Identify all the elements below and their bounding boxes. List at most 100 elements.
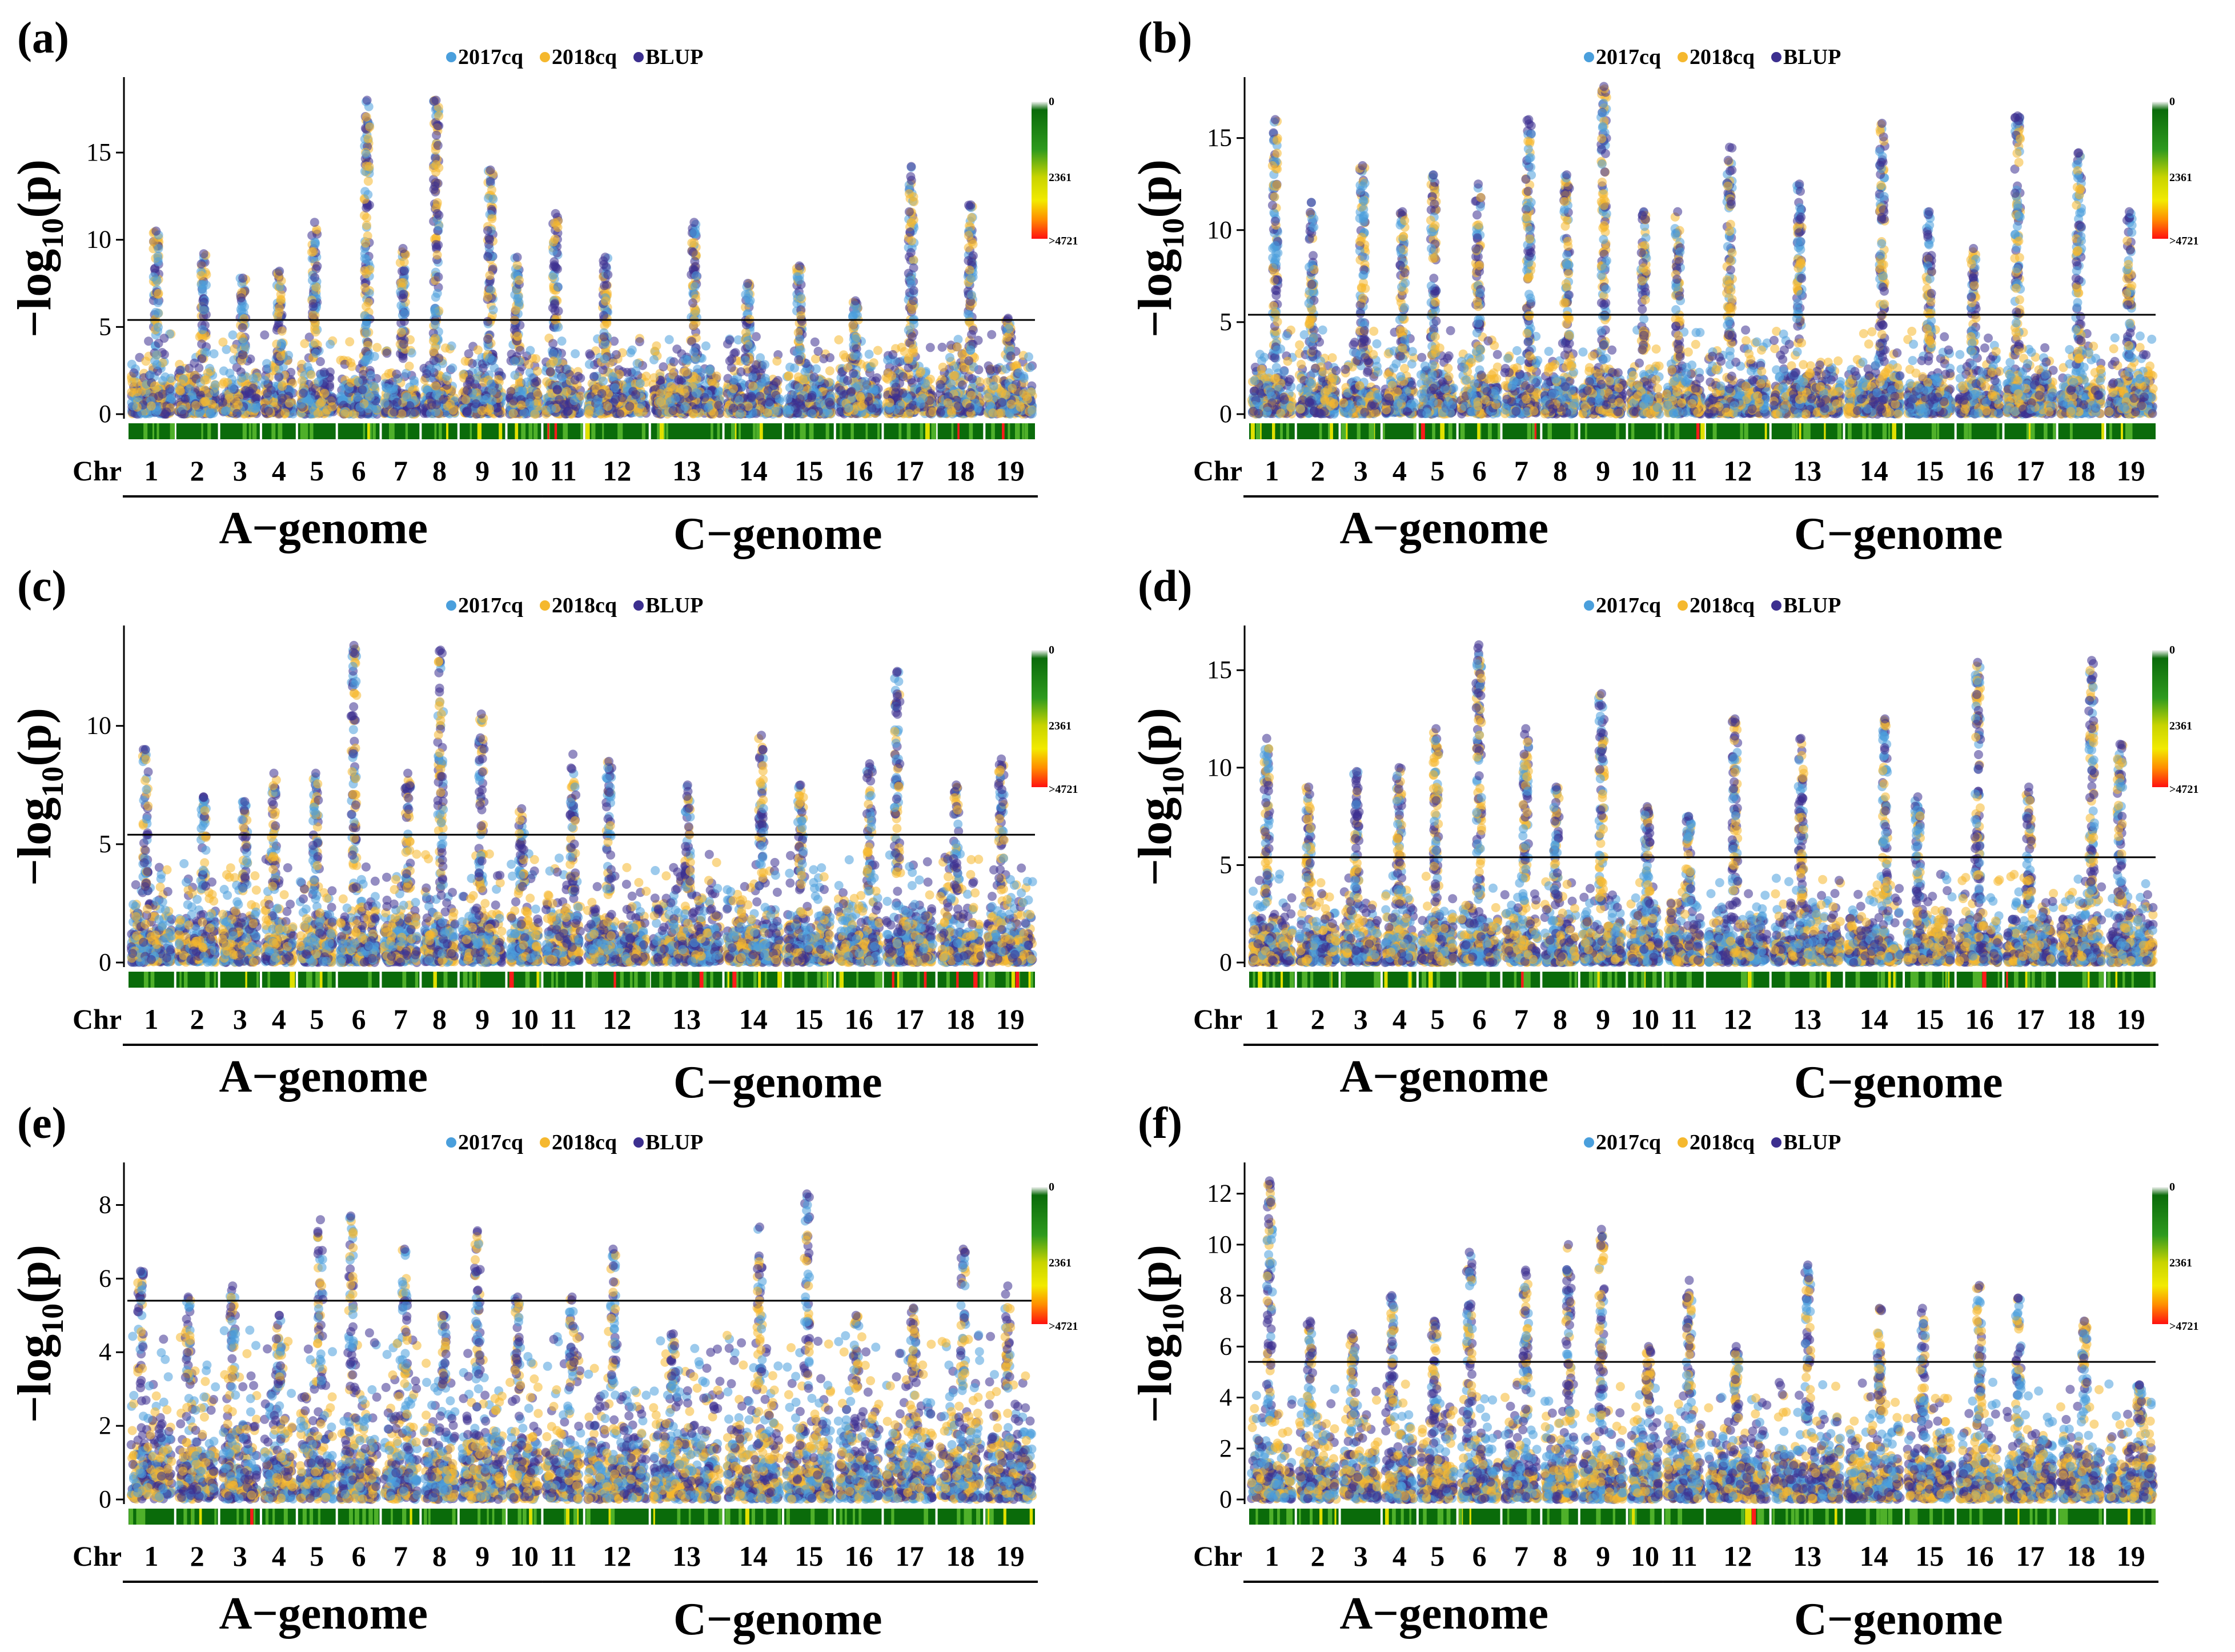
snp-point <box>551 262 560 271</box>
snp-point <box>477 406 487 415</box>
snp-point <box>362 220 371 230</box>
snp-point <box>326 339 335 349</box>
snp-point <box>599 311 608 320</box>
legend-marker <box>446 52 456 62</box>
snp-point <box>228 330 238 340</box>
snp-point <box>345 337 355 347</box>
snp-point <box>280 408 290 418</box>
peak-point <box>238 273 248 283</box>
snp-point <box>153 298 163 307</box>
peak-point <box>199 249 208 259</box>
snp-point <box>825 366 834 376</box>
peak-point <box>743 279 753 288</box>
snp-point <box>396 278 406 288</box>
snp-point <box>162 407 171 417</box>
peak-point <box>485 165 495 175</box>
snp-point <box>448 363 458 373</box>
snp-point <box>795 394 805 404</box>
snp-point <box>608 372 617 382</box>
snp-point <box>277 326 287 336</box>
snp-point <box>795 275 804 285</box>
peak-point <box>398 244 408 253</box>
snp-point <box>636 399 646 409</box>
snp-point <box>462 407 472 417</box>
snp-point <box>689 238 699 247</box>
snp-point <box>512 260 522 270</box>
snp-point <box>426 408 436 418</box>
snp-point <box>525 346 535 355</box>
snp-point <box>392 369 402 379</box>
snp-point <box>727 354 737 364</box>
snp-point <box>824 398 834 407</box>
snp-point <box>196 271 206 280</box>
snp-point <box>434 163 444 173</box>
snp-point <box>431 240 441 250</box>
snp-point <box>652 408 662 418</box>
snp-point <box>487 214 497 224</box>
snp-point <box>809 372 819 382</box>
snp-point <box>478 363 488 373</box>
snp-point <box>679 384 689 394</box>
snp-point <box>674 375 684 384</box>
snp-point <box>488 305 498 315</box>
snp-point <box>363 190 373 199</box>
snp-point <box>154 339 163 348</box>
snp-point <box>796 311 806 320</box>
snp-point <box>398 293 408 303</box>
snp-point <box>218 398 227 407</box>
snp-point <box>141 356 151 366</box>
snp-point <box>296 399 306 409</box>
snp-point <box>232 408 242 418</box>
panel-label: (a) <box>17 13 69 62</box>
snp-point <box>545 367 555 376</box>
snp-point <box>276 351 286 361</box>
snp-point <box>530 410 540 419</box>
snp-point <box>552 384 562 394</box>
snp-point <box>680 402 690 411</box>
snp-point <box>354 377 363 387</box>
snp-point <box>431 381 440 391</box>
snp-point <box>260 330 270 340</box>
snp-point <box>557 336 567 346</box>
snp-point <box>819 354 829 363</box>
legend-label: 2018cq <box>552 45 617 69</box>
peak-point <box>551 208 560 218</box>
snp-point <box>559 399 568 409</box>
snp-point <box>399 339 408 349</box>
snp-point <box>154 391 163 401</box>
snp-point <box>432 390 442 400</box>
snp-point <box>729 384 739 394</box>
snp-point <box>548 303 557 312</box>
snp-point <box>542 377 552 387</box>
snp-point <box>530 378 539 388</box>
snp-point <box>807 409 817 419</box>
snp-point <box>775 394 784 404</box>
snp-point <box>382 383 391 392</box>
snp-point <box>714 400 724 410</box>
peak-point <box>795 261 804 271</box>
snp-point <box>508 408 518 418</box>
snp-point <box>873 346 882 355</box>
snp-point <box>369 380 379 390</box>
snp-point <box>152 276 162 286</box>
peak-point <box>600 252 610 262</box>
snp-point <box>664 335 674 344</box>
peak-point <box>431 95 441 105</box>
snp-point <box>150 381 159 391</box>
snp-point <box>769 381 779 391</box>
snp-point <box>600 354 609 364</box>
snp-point <box>509 356 519 366</box>
snp-point <box>689 347 699 357</box>
snp-point <box>300 339 310 348</box>
snp-point <box>691 388 701 398</box>
snp-point <box>569 396 579 406</box>
snp-point <box>184 384 194 394</box>
snp-point <box>550 218 560 228</box>
snp-point <box>812 364 821 374</box>
snp-point <box>669 384 679 394</box>
snp-point <box>203 368 212 378</box>
snp-point <box>360 283 370 292</box>
snp-point <box>129 368 139 378</box>
snp-point <box>404 362 414 371</box>
snp-point <box>219 366 228 376</box>
